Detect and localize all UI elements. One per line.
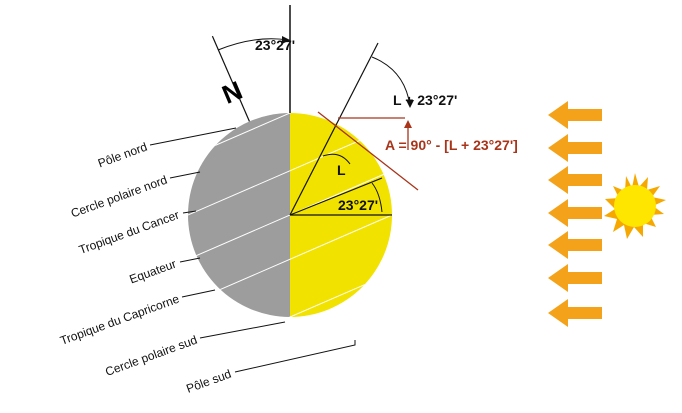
label: Pôle nord	[96, 140, 149, 171]
label: Tropique du Capricorne	[58, 292, 181, 348]
label: Equateur	[127, 257, 178, 287]
label: Cercle polaire nord	[69, 173, 169, 221]
tilt: 23°27'	[338, 197, 378, 213]
label: Tropique du Cancer	[77, 208, 181, 257]
angle-top: 23°27'	[255, 37, 295, 53]
label: Cercle polaire sud	[103, 333, 199, 379]
leaders	[149, 127, 356, 373]
label: Pôle sud	[184, 367, 233, 396]
sun-rays	[548, 101, 602, 327]
formula-a: A = 90° - [L + 23°27']	[385, 137, 518, 153]
formula-top: L + 23°27'	[393, 92, 457, 108]
sun	[604, 173, 666, 239]
latitude: L	[337, 162, 346, 178]
